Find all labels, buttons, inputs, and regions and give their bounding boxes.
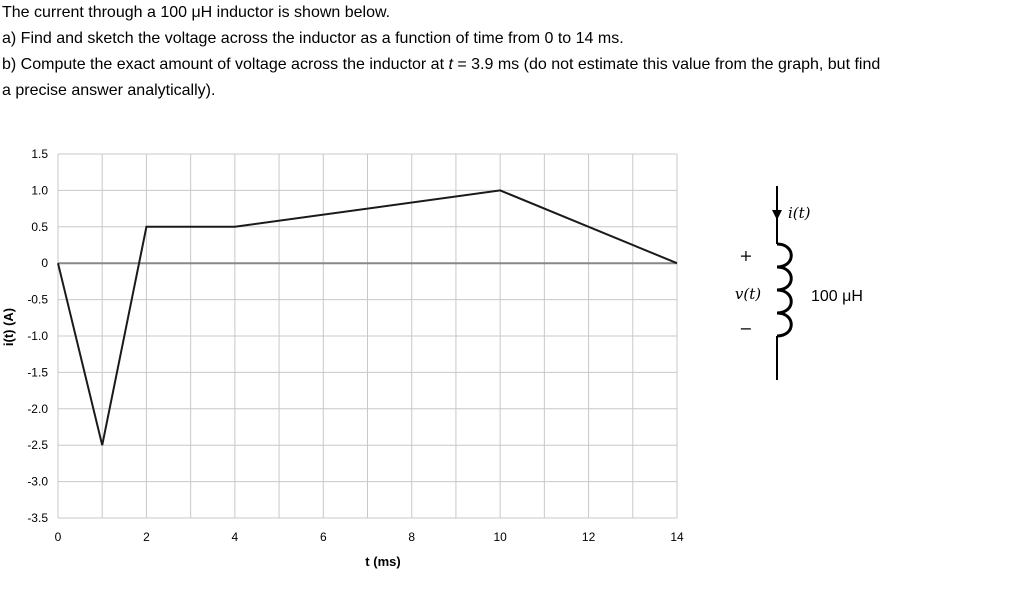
inductance-value: 100 μH [811, 288, 863, 305]
x-tick-label: 4 [232, 530, 239, 544]
current-series-line [57, 189, 678, 446]
y-tick-label: -2.0 [27, 402, 48, 416]
problem-line-1: The current through a 100 μH inductor is… [2, 4, 391, 21]
y-tick-label: -0.5 [27, 293, 48, 307]
x-tick-label: 8 [408, 530, 415, 544]
problem-line-3-start: b) Compute the exact amount of voltage a… [2, 56, 449, 73]
voltage-label: v(t) [735, 285, 761, 303]
x-tick-labels: 0 2 4 6 8 10 12 14 [55, 530, 684, 544]
problem-line-4: a precise answer analytically). [2, 82, 216, 99]
y-tick-label: 0 [41, 256, 48, 270]
x-axis-title: t (ms) [365, 554, 400, 569]
x-tick-label: 12 [582, 530, 596, 544]
y-tick-label: -3.5 [27, 511, 48, 525]
x-tick-label: 6 [320, 530, 327, 544]
problem-line-3-end: = 3.9 ms (do not estimate this value fro… [452, 56, 881, 73]
y-axis-title: i(t) (A) [1, 308, 16, 346]
inductor-coil-icon [776, 242, 793, 338]
y-tick-label: 0.5 [31, 220, 48, 234]
minus-sign: − [739, 319, 752, 338]
y-tick-label: -1.5 [27, 365, 48, 379]
x-tick-label: 14 [670, 530, 684, 544]
y-tick-label: -1.0 [27, 329, 48, 343]
problem-line-3: b) Compute the exact amount of voltage a… [2, 52, 1022, 78]
inductor-circuit: i(t) + v(t) − 100 μH [735, 186, 863, 380]
y-tick-label: 1.0 [31, 183, 48, 197]
x-tick-label: 0 [55, 530, 62, 544]
x-tick-label: 2 [143, 530, 150, 544]
y-tick-label: -3.0 [27, 475, 48, 489]
problem-statement: The current through a 100 μH inductor is… [2, 0, 1022, 104]
chart-series [57, 189, 678, 446]
x-tick-label: 10 [493, 530, 507, 544]
current-arrow-icon [772, 210, 782, 220]
y-tick-labels: 1.5 1.0 0.5 0 -0.5 -1.0 -1.5 -2.0 -2.5 -3.0 -3.5 [27, 147, 48, 525]
y-tick-label: -2.5 [27, 438, 48, 452]
y-tick-label: 1.5 [31, 147, 48, 161]
current-label: i(t) [788, 204, 811, 222]
chart-grid [57, 153, 678, 519]
problem-line-2: a) Find and sketch the voltage across th… [2, 30, 624, 47]
time-variable: t [448, 56, 453, 73]
plus-sign: + [739, 246, 752, 265]
